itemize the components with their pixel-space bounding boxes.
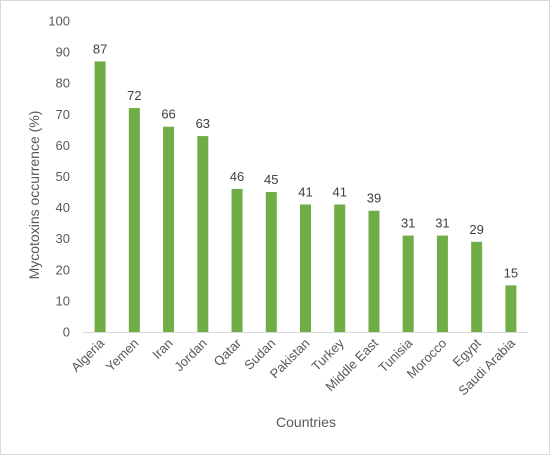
data-label: 41 bbox=[332, 184, 346, 199]
y-tick-label: 50 bbox=[56, 169, 70, 184]
data-label: 39 bbox=[367, 191, 381, 206]
data-label: 15 bbox=[504, 265, 518, 280]
bar bbox=[94, 61, 106, 333]
x-tick-label: Algeria bbox=[68, 335, 108, 375]
bar bbox=[334, 204, 346, 332]
y-tick-label: 20 bbox=[56, 262, 70, 277]
y-tick-label: 60 bbox=[56, 138, 70, 153]
y-tick-label: 0 bbox=[63, 325, 70, 340]
data-label: 87 bbox=[93, 41, 107, 56]
bar bbox=[128, 108, 140, 332]
y-axis-title: Mycotoxins occurrence (%) bbox=[26, 111, 42, 280]
bar bbox=[163, 126, 175, 333]
x-tick-label: Iran bbox=[149, 336, 175, 362]
y-axis: 0 10 20 30 40 50 60 70 80 90 100 bbox=[48, 14, 70, 340]
data-label: 29 bbox=[469, 222, 483, 237]
data-label: 31 bbox=[435, 216, 449, 231]
y-tick-label: 10 bbox=[56, 293, 70, 308]
y-tick-label: 40 bbox=[56, 200, 70, 215]
y-tick-label: 70 bbox=[56, 107, 70, 122]
bars-group bbox=[94, 61, 517, 333]
bar bbox=[402, 235, 414, 332]
bar bbox=[436, 235, 448, 332]
x-axis-title: Countries bbox=[276, 414, 336, 430]
x-tick-label: Yemen bbox=[103, 336, 142, 375]
bar bbox=[505, 285, 517, 332]
bar bbox=[368, 210, 380, 332]
data-label: 63 bbox=[196, 116, 210, 131]
bar bbox=[471, 241, 483, 332]
data-labels-group: 87 72 66 63 46 45 41 41 39 31 31 29 15 bbox=[93, 41, 518, 280]
bar bbox=[265, 192, 277, 332]
data-label: 72 bbox=[127, 88, 141, 103]
bar bbox=[300, 204, 311, 332]
y-tick-label: 100 bbox=[48, 14, 70, 29]
data-label: 66 bbox=[161, 107, 175, 122]
data-label: 45 bbox=[264, 172, 278, 187]
y-tick-label: 30 bbox=[56, 231, 70, 246]
data-label: 31 bbox=[401, 216, 415, 231]
y-tick-label: 80 bbox=[56, 76, 70, 91]
bar bbox=[197, 136, 209, 332]
y-tick-label: 90 bbox=[56, 45, 70, 60]
data-label: 41 bbox=[298, 184, 312, 199]
bar bbox=[231, 188, 243, 332]
x-tick-label: Qatar bbox=[211, 335, 245, 369]
x-tick-label: Jordan bbox=[171, 336, 210, 375]
data-label: 46 bbox=[230, 169, 244, 184]
